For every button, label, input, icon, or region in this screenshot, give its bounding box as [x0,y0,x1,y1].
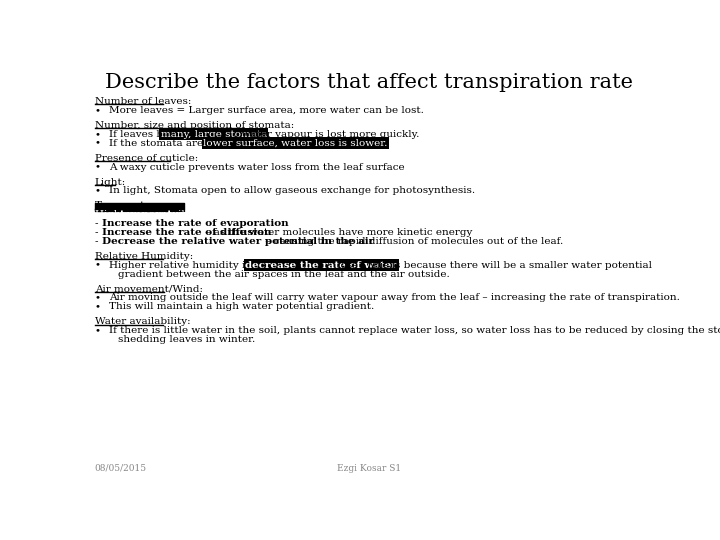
Text: If there is little water in the soil, plants cannot replace water loss, so water: If there is little water in the soil, pl… [109,326,720,335]
Text: Air movement/Wind:: Air movement/Wind: [94,285,202,294]
Text: Relative Humidity:: Relative Humidity: [94,252,193,261]
Text: will:: will: [166,210,192,219]
Text: -: - [94,219,98,228]
Text: This will maintain a high water potential gradient.: This will maintain a high water potentia… [109,302,374,312]
Text: •: • [94,186,101,195]
Text: Number of leaves:: Number of leaves: [94,97,191,106]
Text: If leaves have: If leaves have [109,130,184,139]
Text: Presence of cuticle:: Presence of cuticle: [94,154,198,163]
Text: If the stomata are on the: If the stomata are on the [109,139,243,148]
Text: A waxy cuticle prevents water loss from the leaf surface: A waxy cuticle prevents water loss from … [109,163,404,172]
Text: gradient between the air spaces in the leaf and the air outside.: gradient between the air spaces in the l… [118,269,450,279]
Text: Higher: Higher [94,210,135,219]
Text: – as the water molecules have more kinetic energy: – as the water molecules have more kinet… [202,228,473,237]
Text: Water availability:: Water availability: [94,318,190,326]
Text: Number, size and position of stomata:: Number, size and position of stomata: [94,121,294,130]
Text: -: - [94,237,98,246]
Text: temperature: temperature [120,210,193,219]
Text: -: - [94,228,98,237]
Text: More leaves = Larger surface area, more water can be lost.: More leaves = Larger surface area, more … [109,106,423,115]
Text: Higher relative humidity in the air will: Higher relative humidity in the air will [109,261,315,270]
Text: Decrease the relative water potential in the air: Decrease the relative water potential in… [102,237,374,246]
Text: •: • [94,326,101,335]
Text: decrease the rate of water: decrease the rate of water [246,261,397,270]
Text: •: • [94,130,101,139]
Text: •: • [94,106,101,115]
Text: Light:: Light: [94,178,126,187]
Text: loss –This is because there will be a smaller water potential: loss –This is because there will be a sm… [333,261,652,270]
Text: •: • [94,294,101,302]
Text: •: • [94,302,101,312]
Text: Temperature:: Temperature: [94,201,166,211]
Text: •: • [94,139,101,148]
Text: In light, Stomata open to allow gaseous exchange for photosynthesis.: In light, Stomata open to allow gaseous … [109,186,474,195]
Text: , water vapour is lost more quickly.: , water vapour is lost more quickly. [235,130,419,139]
Text: 08/05/2015: 08/05/2015 [94,464,147,473]
Text: Increase the rate of diffusion: Increase the rate of diffusion [102,228,272,237]
Text: shedding leaves in winter.: shedding leaves in winter. [118,335,255,344]
Text: •: • [94,163,101,172]
Text: •: • [94,261,101,270]
Text: many, large stomata: many, large stomata [161,130,267,139]
Text: Ezgi Kosar S1: Ezgi Kosar S1 [337,464,401,473]
Text: Increase the rate of evaporation: Increase the rate of evaporation [102,219,289,228]
Text: Describe the factors that affect transpiration rate: Describe the factors that affect transpi… [105,72,633,91]
Text: Air moving outside the leaf will carry water vapour away from the leaf – increas: Air moving outside the leaf will carry w… [109,294,680,302]
Text: lower surface, water loss is slower.: lower surface, water loss is slower. [203,139,387,148]
Text: – causing the rapid diffusion of molecules out of the leaf.: – causing the rapid diffusion of molecul… [262,237,564,246]
